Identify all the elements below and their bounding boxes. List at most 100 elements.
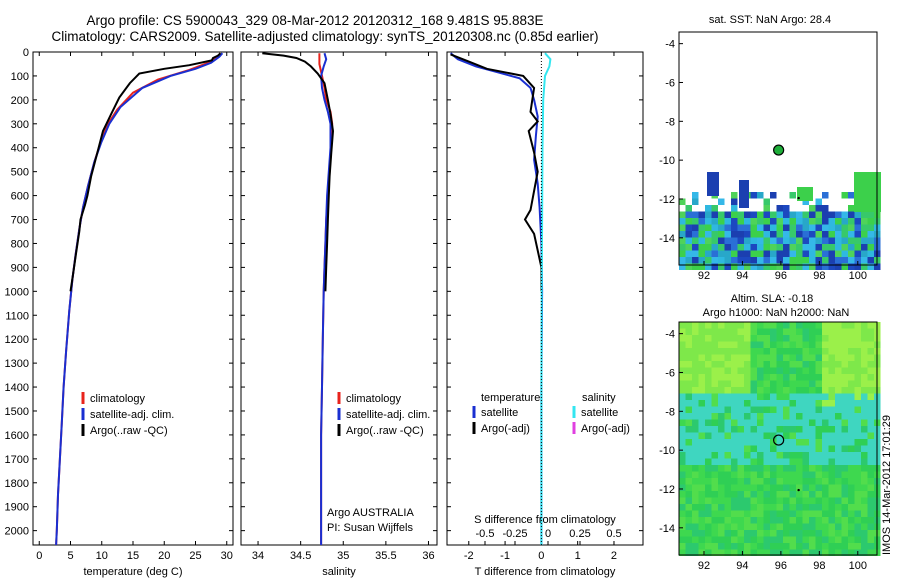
sla-cell: [789, 393, 796, 400]
sst-cell: [685, 218, 692, 225]
sla-cell: [705, 367, 712, 374]
sla-cell: [815, 458, 822, 465]
sla-cell: [770, 471, 777, 478]
sla-cell: [802, 374, 809, 381]
sla-cell: [809, 497, 816, 504]
sla-cell: [809, 445, 816, 452]
sst-cell: [809, 224, 816, 231]
sla-cell: [848, 439, 855, 446]
sla-cell: [698, 536, 705, 543]
sla-cell: [757, 491, 764, 498]
sla-cell: [822, 341, 829, 348]
sla-cell: [718, 354, 725, 361]
sla-cell: [776, 393, 783, 400]
sla-cell: [776, 523, 783, 530]
sst-cell: [711, 244, 718, 251]
sla-cell: [828, 439, 835, 446]
sla-cell: [685, 465, 692, 472]
sla-cell: [757, 413, 764, 420]
sla-cell: [822, 419, 829, 426]
sla-cell: [828, 341, 835, 348]
sla-cell: [789, 549, 796, 556]
sla-cell: [770, 406, 777, 413]
sst-cell: [731, 257, 738, 264]
sst-cell: [867, 224, 874, 231]
sst-cell: [737, 211, 744, 218]
sla-cell: [854, 497, 861, 504]
sla-cell: [692, 328, 699, 335]
sla-cell: [750, 445, 757, 452]
sla-cell: [750, 497, 757, 504]
sst-cell: [796, 244, 803, 251]
sla-cell: [718, 452, 725, 459]
sla-cell: [744, 380, 751, 387]
sla-cell: [679, 413, 686, 420]
sla-cell: [854, 419, 861, 426]
sla-cell: [861, 530, 868, 537]
sla-cell: [848, 471, 855, 478]
sla-cell: [776, 465, 783, 472]
sla-cell: [809, 452, 816, 459]
sla-cell: [744, 419, 751, 426]
map-title: Altim. SLA: -0.18: [731, 293, 814, 305]
sst-cell: [679, 237, 686, 244]
sla-cell: [737, 523, 744, 530]
sst-cell: [692, 224, 699, 231]
sla-cell: [835, 387, 842, 394]
sla-cell: [744, 361, 751, 368]
sla-cell: [835, 426, 842, 433]
sla-cell: [711, 497, 718, 504]
sla-cell: [789, 426, 796, 433]
sla-cell: [770, 530, 777, 537]
legend-label: satellite-adj. clim.: [90, 409, 174, 421]
sla-cell: [685, 458, 692, 465]
sst-cell: [770, 237, 777, 244]
sla-cell: [841, 361, 848, 368]
sla-cell: [770, 439, 777, 446]
sst-cell: [776, 224, 783, 231]
sla-cell: [841, 504, 848, 511]
sla-cell: [718, 517, 725, 524]
sla-cell: [705, 400, 712, 407]
sla-cell: [796, 432, 803, 439]
sst-cell: [809, 244, 816, 251]
sst-cell: [835, 218, 842, 225]
map-y-tick-label: -14: [659, 523, 675, 535]
sla-cell: [750, 354, 757, 361]
sla-cell: [828, 328, 835, 335]
sla-cell: [867, 361, 874, 368]
sla-cell: [763, 517, 770, 524]
sst-cell: [789, 224, 796, 231]
sla-cell: [770, 458, 777, 465]
sla-cell: [796, 322, 803, 329]
sla-cell: [679, 491, 686, 498]
sla-cell: [731, 510, 738, 517]
sla-cell: [854, 406, 861, 413]
sla-cell: [822, 374, 829, 381]
sst-cell: [822, 218, 829, 225]
sla-cell: [679, 387, 686, 394]
sla-cell: [763, 367, 770, 374]
sla-cell: [802, 445, 809, 452]
sst-cell: [828, 244, 835, 251]
sla-cell: [750, 348, 757, 355]
sla-cell: [757, 328, 764, 335]
map-x-tick-label: 96: [775, 270, 787, 282]
sst-cell: [789, 263, 796, 270]
sla-cell: [744, 328, 751, 335]
sla-cell: [854, 452, 861, 459]
sla-cell: [750, 510, 757, 517]
sst-cell: [815, 263, 822, 270]
sst-cell: [783, 205, 790, 212]
sla-cell: [711, 361, 718, 368]
sst-cell: [776, 250, 783, 257]
sla-cell: [789, 465, 796, 472]
sst-cell: [802, 237, 809, 244]
sla-cell: [835, 328, 842, 335]
sla-cell: [802, 419, 809, 426]
sla-cell: [796, 478, 803, 485]
map-y-tick-label: -12: [659, 484, 675, 496]
sla-cell: [705, 465, 712, 472]
sla-cell: [796, 465, 803, 472]
sla-cell: [692, 348, 699, 355]
